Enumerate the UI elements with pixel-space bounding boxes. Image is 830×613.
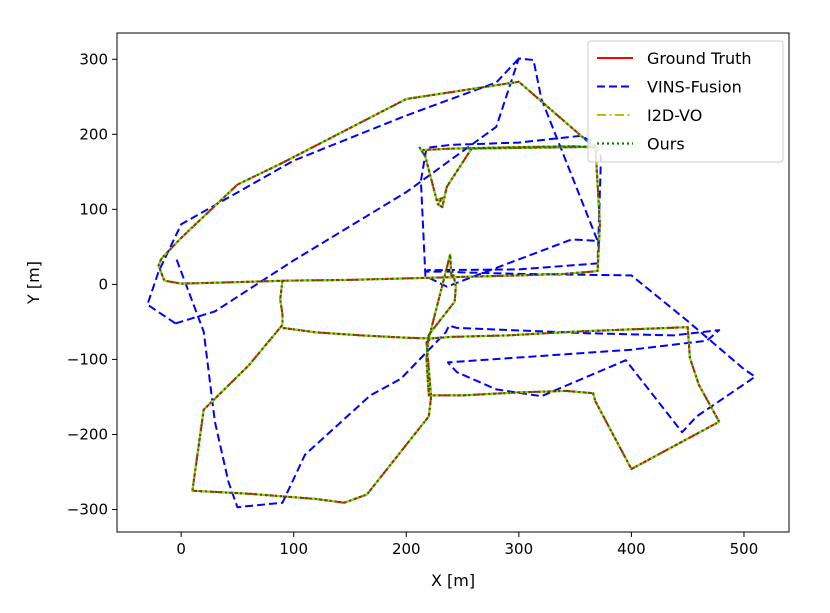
y-tick-label: 100 [79, 200, 108, 218]
x-tick-label: 500 [730, 540, 759, 558]
y-tick-label: 0 [98, 275, 108, 293]
legend: Ground Truth VINS-Fusion I2D-VO Ours [587, 40, 784, 163]
x-axis-title: X [m] [431, 571, 475, 590]
y-tick-label: 200 [79, 125, 108, 143]
legend-label: VINS-Fusion [647, 78, 742, 97]
x-axis-ticks: 0 100 200 300 400 500 [176, 532, 758, 558]
y-tick-label: 300 [79, 50, 108, 68]
x-tick-label: 0 [176, 540, 186, 558]
y-tick-label: −200 [67, 425, 108, 443]
legend-label: I2D-VO [647, 106, 702, 125]
x-tick-label: 400 [617, 540, 646, 558]
series-layer [146, 57, 757, 509]
x-tick-label: 200 [392, 540, 421, 558]
y-tick-label: −300 [67, 500, 108, 518]
y-tick-label: −100 [67, 350, 108, 368]
legend-box [587, 40, 784, 163]
series-line-vins-fusion [146, 57, 757, 509]
legend-label: Ours [647, 135, 685, 154]
x-tick-label: 100 [279, 540, 308, 558]
y-axis-ticks: 300 200 100 0 −100 −200 −300 [67, 50, 117, 518]
legend-label: Ground Truth [647, 49, 752, 68]
axes-frame [116, 32, 790, 533]
y-axis-title: Y [m] [24, 261, 43, 305]
series-line-ours [157, 80, 721, 504]
x-tick-label: 300 [505, 540, 534, 558]
